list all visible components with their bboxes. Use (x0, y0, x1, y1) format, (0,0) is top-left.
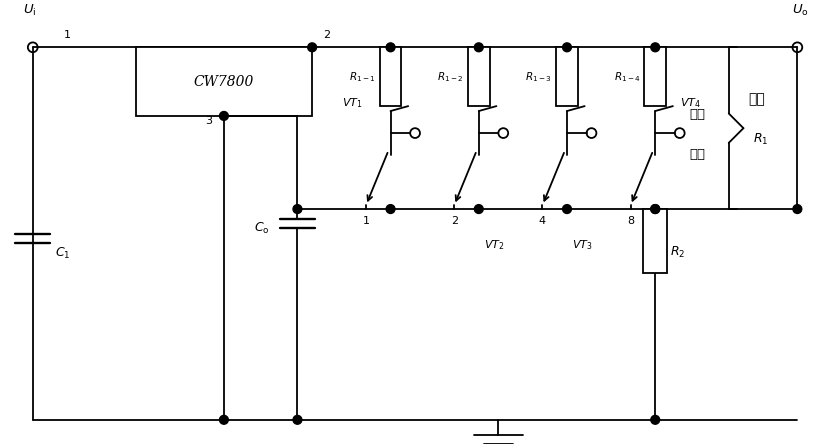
Text: 数字: 数字 (690, 109, 706, 121)
Circle shape (386, 205, 395, 214)
Text: 1: 1 (64, 29, 70, 40)
Text: $VT_{\rm 3}$: $VT_{\rm 3}$ (572, 238, 593, 252)
Circle shape (563, 205, 572, 214)
Text: 输入: 输入 (690, 148, 706, 161)
Circle shape (220, 415, 228, 424)
Text: $VT_{\rm 1}$: $VT_{\rm 1}$ (342, 96, 362, 110)
Text: $VT_{\rm 2}$: $VT_{\rm 2}$ (484, 238, 504, 252)
Circle shape (474, 205, 483, 214)
Bar (468, 47, 490, 106)
Circle shape (650, 205, 660, 214)
Circle shape (474, 43, 483, 52)
Text: $R_{1-3}$: $R_{1-3}$ (526, 70, 553, 84)
Text: 8: 8 (627, 216, 635, 226)
Bar (135, 47, 312, 116)
Text: $U_{\rm i}$: $U_{\rm i}$ (23, 3, 37, 18)
Bar (556, 47, 578, 106)
Circle shape (220, 112, 228, 120)
Circle shape (650, 43, 660, 52)
Text: CW7800: CW7800 (194, 75, 254, 89)
Text: 3: 3 (205, 116, 212, 126)
Text: $C_{\rm o}$: $C_{\rm o}$ (254, 221, 270, 236)
Text: 2: 2 (324, 29, 330, 40)
Bar (644, 209, 667, 273)
Circle shape (563, 43, 572, 52)
Text: $R_{1-1}$: $R_{1-1}$ (349, 70, 376, 84)
Circle shape (293, 415, 302, 424)
Text: 4: 4 (539, 216, 546, 226)
Text: $R_{\rm 2}$: $R_{\rm 2}$ (670, 245, 686, 260)
Circle shape (650, 415, 660, 424)
Bar (380, 47, 401, 106)
Text: $R_{\rm 1}$: $R_{\rm 1}$ (753, 132, 768, 147)
Circle shape (793, 205, 802, 214)
Text: $R_{1-4}$: $R_{1-4}$ (614, 70, 640, 84)
Text: $U_{\rm o}$: $U_{\rm o}$ (792, 3, 808, 18)
Text: $R_{1-2}$: $R_{1-2}$ (437, 70, 464, 84)
Circle shape (293, 205, 302, 214)
Circle shape (386, 43, 395, 52)
Text: $C_{\rm 1}$: $C_{\rm 1}$ (55, 246, 71, 261)
Text: 1: 1 (363, 216, 370, 226)
Text: 2: 2 (451, 216, 458, 226)
Text: 等效: 等效 (748, 93, 765, 107)
Circle shape (650, 205, 660, 214)
Text: $VT_{\rm 4}$: $VT_{\rm 4}$ (680, 96, 701, 110)
Bar (645, 47, 666, 106)
Circle shape (308, 43, 317, 52)
